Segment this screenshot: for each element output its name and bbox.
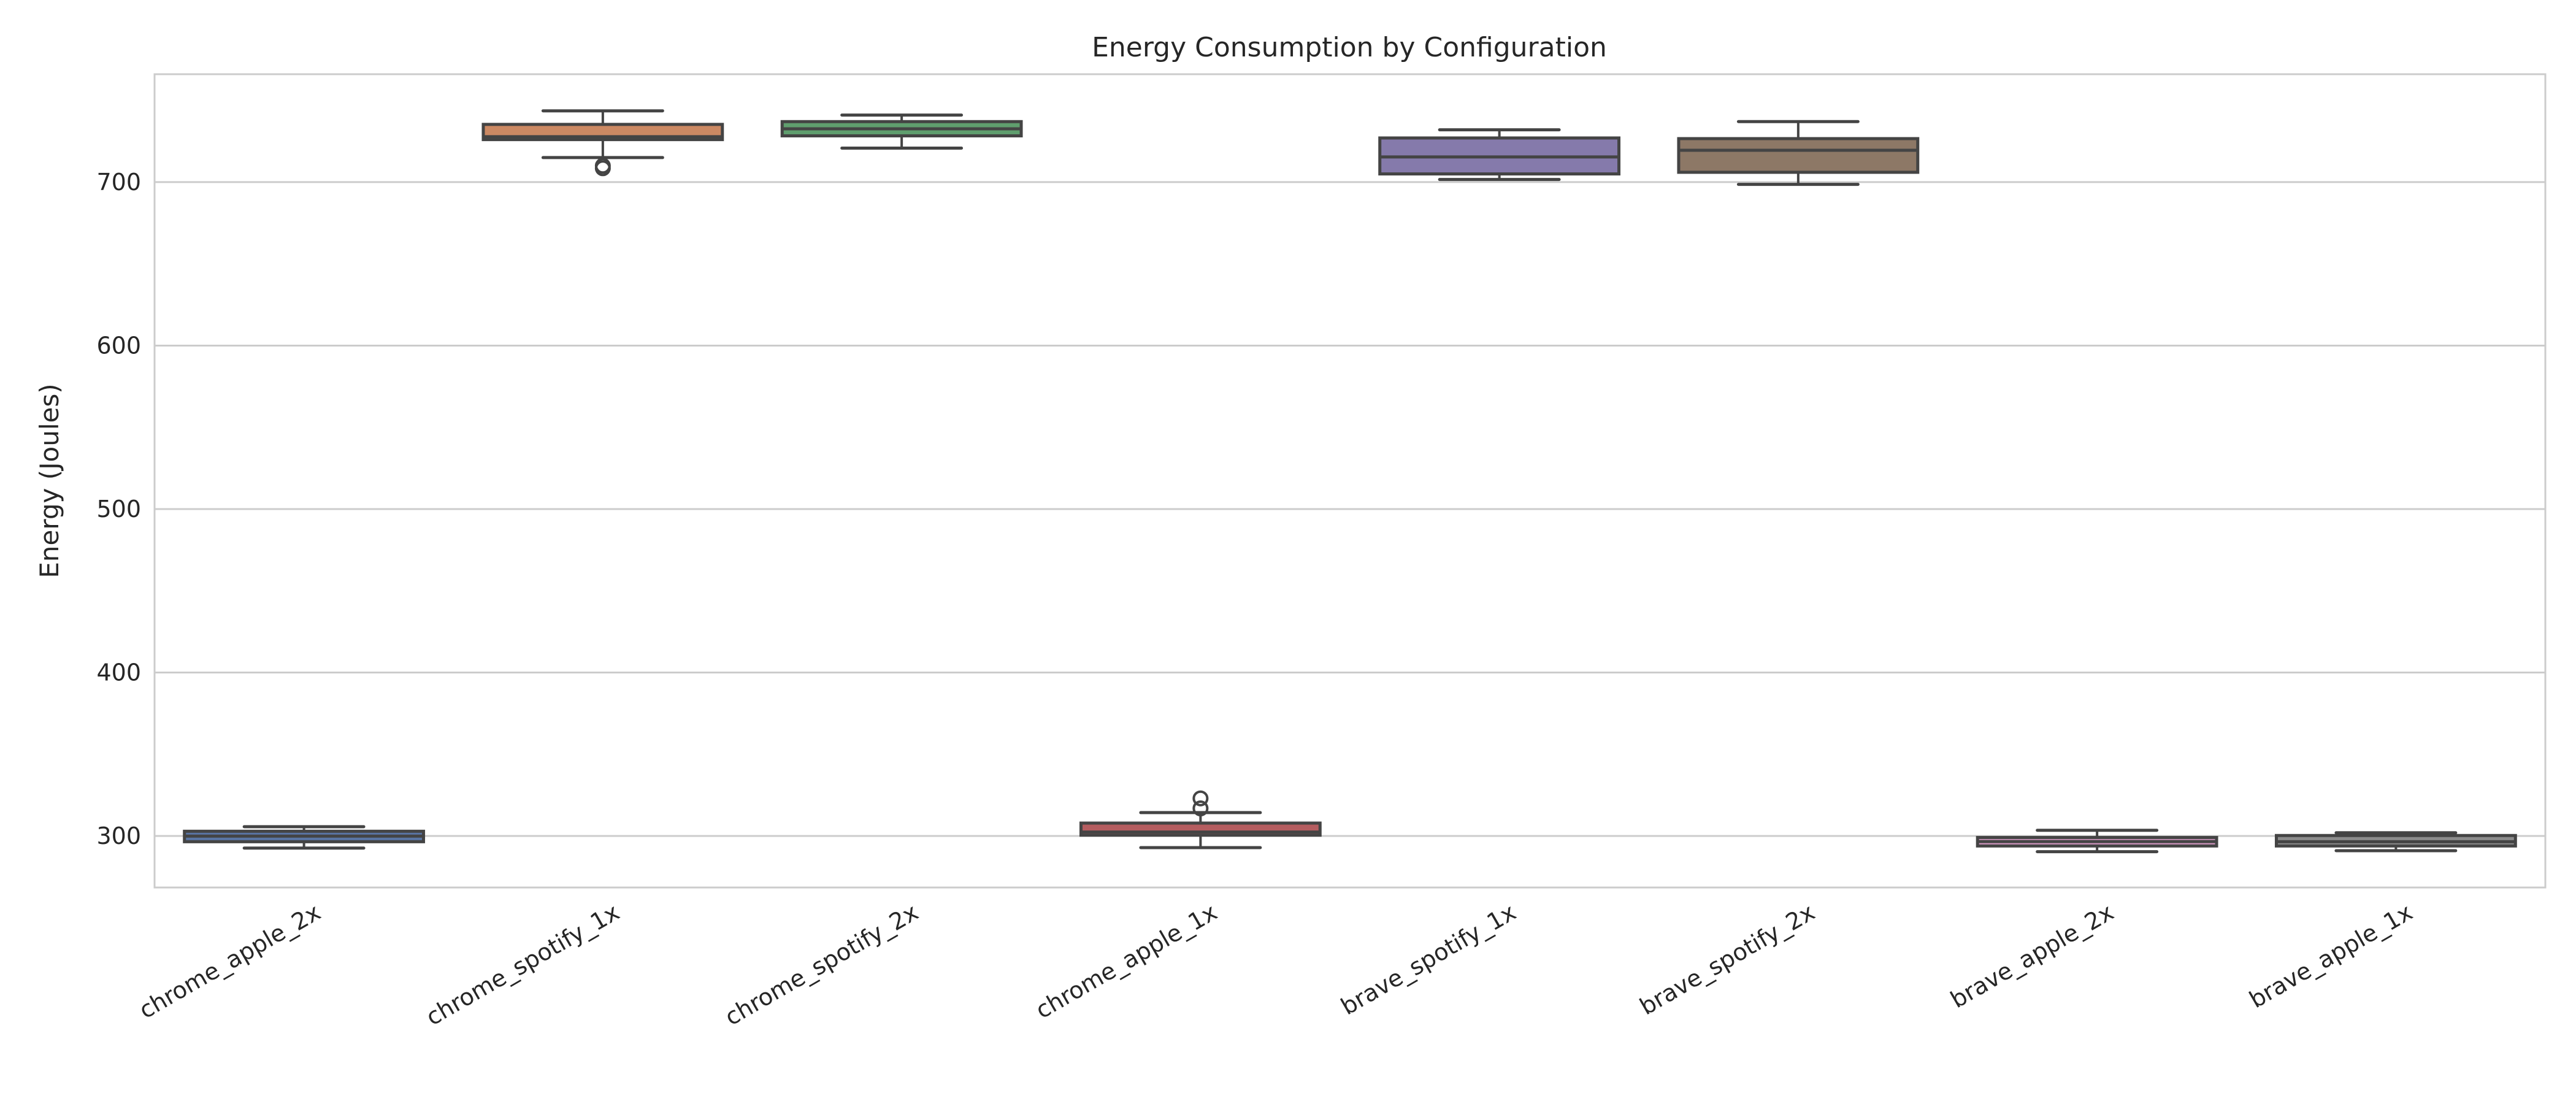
x-tick-label: chrome_apple_2x	[134, 899, 325, 1024]
box-brave_apple_2x	[1976, 829, 2218, 854]
box-chrome_apple_2x	[183, 825, 426, 850]
x-tick-label: brave_spotify_1x	[1336, 899, 1520, 1021]
axes-frame	[153, 73, 2547, 889]
box-brave_spotify_2x	[1677, 120, 1920, 186]
y-tick-label: 300	[96, 822, 141, 849]
x-tick-label: brave_spotify_2x	[1635, 899, 1819, 1021]
outlier-point	[1192, 800, 1209, 816]
boxes	[183, 109, 2517, 854]
x-tick-label: brave_apple_1x	[2245, 899, 2417, 1014]
x-tick-label: chrome_spotify_2x	[720, 899, 922, 1031]
x-tick-label: chrome_apple_1x	[1031, 899, 1222, 1024]
outlier-point	[1192, 790, 1209, 807]
y-tick-label: 400	[96, 659, 141, 686]
box-chrome_spotify_1x	[481, 109, 724, 177]
box-chrome_apple_1x	[1079, 790, 1322, 849]
chart-title: Energy Consumption by Configuration	[1092, 32, 1607, 63]
y-tick-label: 700	[96, 169, 141, 196]
x-tick-label: brave_apple_2x	[1946, 899, 2118, 1014]
box-iqr	[1677, 137, 1920, 174]
y-tick-label: 600	[96, 332, 141, 359]
grid-lines	[155, 181, 2545, 837]
x-tick-labels: chrome_apple_2x chrome_spotify_1x chrome_s…	[134, 899, 2417, 1031]
x-tick-label: chrome_spotify_1x	[421, 899, 624, 1031]
box-brave_spotify_1x	[1378, 128, 1621, 182]
box-brave_apple_1x	[2274, 831, 2517, 853]
y-tick-label: 500	[96, 496, 141, 523]
y-tick-labels: 300 400 500 600 700	[96, 169, 141, 849]
y-axis-label: Energy (Joules)	[34, 383, 64, 578]
outlier-point	[594, 158, 611, 174]
box-chrome_spotify_2x	[780, 113, 1023, 150]
